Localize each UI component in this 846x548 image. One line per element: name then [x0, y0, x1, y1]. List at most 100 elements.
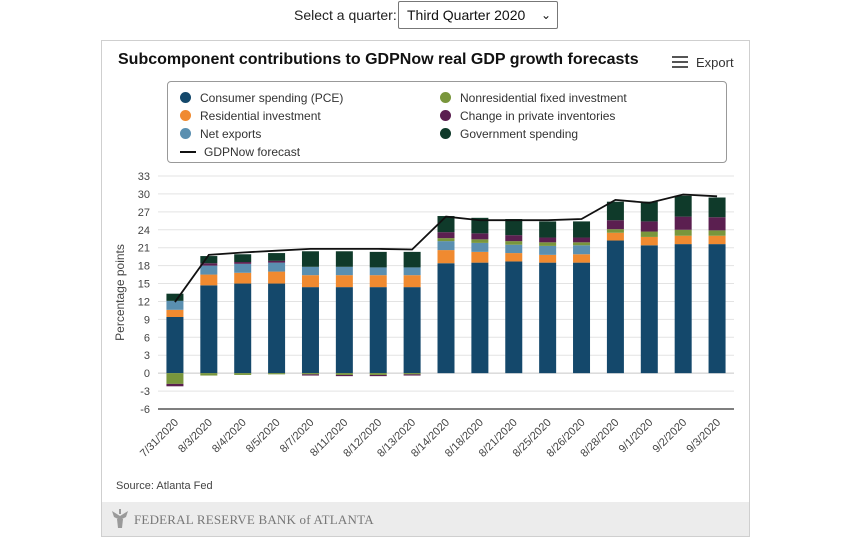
bar-segment [437, 241, 455, 251]
x-tick-label: 9/2/2020 [651, 417, 690, 456]
bar-segment [437, 250, 455, 264]
bar-segment [505, 244, 523, 254]
bar-segment [640, 245, 658, 374]
legend-item[interactable]: GDPNow forecast [180, 145, 300, 159]
bar-segment [606, 201, 624, 221]
bar-segment [301, 251, 319, 267]
bar-segment [640, 221, 658, 232]
bar-segment [437, 263, 455, 374]
bar-segment [369, 287, 387, 374]
quarter-select[interactable]: Third Quarter 2020 ⌄ [398, 1, 558, 29]
x-tick-label: 8/4/2020 [210, 417, 249, 456]
legend-dot-icon [440, 128, 451, 139]
bar-segment [403, 267, 421, 276]
bar-segment [505, 219, 523, 236]
legend-item[interactable]: Net exports [180, 127, 261, 141]
y-tick-label: 33 [138, 171, 150, 183]
legend-item[interactable]: Nonresidential fixed investment [440, 91, 627, 105]
bar-segment [200, 265, 218, 275]
export-label: Export [696, 55, 734, 70]
bar-segment [301, 287, 319, 374]
legend-item[interactable]: Consumer spending (PCE) [180, 91, 343, 105]
y-tick-label: 3 [144, 350, 150, 362]
y-tick-label: 21 [138, 243, 150, 255]
bar-segment [301, 374, 319, 376]
bar-segment [403, 251, 421, 268]
bar-segment [268, 373, 286, 375]
bar-segment [573, 242, 591, 246]
menu-icon [672, 56, 688, 68]
chart-plot: -6 -3 0 3 6 9 12 15 18 21 24 27 30 33 Percentage point… [113, 171, 734, 460]
bar-segment [573, 254, 591, 263]
bar-segment [369, 374, 387, 377]
x-tick-label: 8/3/2020 [176, 417, 215, 456]
y-tick-label: 6 [144, 332, 150, 344]
bar-segment [708, 197, 726, 218]
x-tick-label: 9/1/2020 [617, 417, 656, 456]
bar-segment [437, 232, 455, 239]
y-tick-label: 27 [138, 207, 150, 219]
x-tick-label: 7/31/2020 [138, 417, 181, 460]
bar-segment [640, 236, 658, 246]
y-axis-label: Percentage points [113, 244, 127, 341]
bar-segment [166, 383, 184, 387]
bar-segment [234, 262, 252, 264]
bar-segment [369, 251, 387, 268]
bar-segment [606, 220, 624, 230]
bar-segment [505, 253, 523, 262]
y-tick-label: 15 [138, 279, 150, 291]
legend-dot-icon [440, 110, 451, 121]
quarter-selector-bar: Select a quarter: Third Quarter 2020 ⌄ [0, 0, 846, 30]
bar-segment [606, 232, 624, 241]
bar-segment [674, 244, 692, 374]
bar-segment [335, 374, 353, 377]
bar-segment [606, 240, 624, 374]
y-tick-label: -6 [140, 404, 150, 416]
bar-segment [708, 244, 726, 374]
footer-logo-bar: FEDERAL RESERVE BANK of ATLANTA [102, 502, 749, 536]
bar-segment [674, 235, 692, 245]
bar-segment [234, 263, 252, 273]
bar-segment [539, 245, 557, 255]
bar-segment [505, 235, 523, 242]
bar-segment [471, 233, 489, 240]
bar-segment [539, 237, 557, 243]
bar-segment [437, 238, 455, 242]
bar-segment [268, 262, 286, 272]
bar-segment [539, 262, 557, 374]
bar-segment [471, 251, 489, 263]
bar-segment [200, 256, 218, 264]
bar-segment [369, 373, 387, 375]
bar-segment [166, 373, 184, 384]
bar-segment [674, 216, 692, 230]
y-tick-label: 24 [138, 225, 150, 237]
bar-segment [234, 272, 252, 284]
bar-segment [471, 239, 489, 243]
x-tick-label: 8/5/2020 [244, 417, 283, 456]
bar-segment [403, 373, 421, 375]
legend-label: Consumer spending (PCE) [200, 91, 344, 105]
legend-label: Net exports [200, 127, 262, 141]
bar-segment [674, 195, 692, 217]
bar-segment [539, 221, 557, 238]
legend-label: Change in private inventories [460, 109, 616, 123]
bar-segment [200, 263, 218, 266]
export-button[interactable]: Export [672, 55, 734, 71]
bar-segment [403, 374, 421, 376]
x-tick-label: 9/3/2020 [684, 417, 723, 456]
source-note: Source: Atlanta Fed [116, 480, 213, 492]
y-tick-label: 18 [138, 261, 150, 273]
legend-item[interactable]: Government spending [440, 127, 578, 141]
bar-segment [200, 274, 218, 286]
bar-segment [301, 275, 319, 288]
bar-segment [674, 229, 692, 236]
legend-item[interactable]: Change in private inventories [440, 109, 615, 123]
bar-segment [234, 254, 252, 263]
legend-item[interactable]: Residential investment [180, 109, 321, 123]
bar-segment [471, 242, 489, 252]
bar-segment [166, 309, 184, 317]
eagle-logo-icon [112, 509, 128, 528]
bar-segment [505, 241, 523, 245]
bar-segment [369, 275, 387, 288]
legend-dot-icon [180, 110, 191, 121]
